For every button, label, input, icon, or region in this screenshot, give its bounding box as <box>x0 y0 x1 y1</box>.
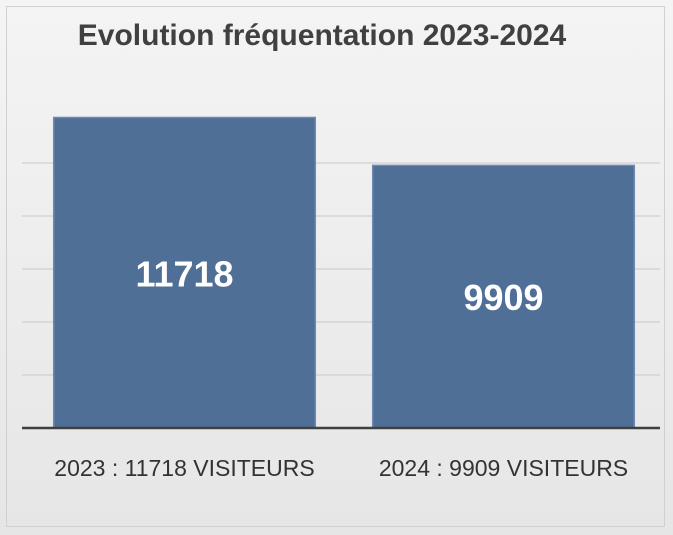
data-label: 9909 <box>463 277 543 318</box>
bar <box>371 164 636 429</box>
chart-border <box>6 6 665 527</box>
data-label: 11718 <box>135 253 233 294</box>
bar <box>52 116 317 429</box>
x-tick-label: 2023 : 11718 VISITEURS <box>54 455 314 481</box>
chart-title: Evolution fréquentation 2023-2024 <box>77 19 567 52</box>
x-tick-label: 2024 : 9909 VISITEURS <box>379 455 628 481</box>
